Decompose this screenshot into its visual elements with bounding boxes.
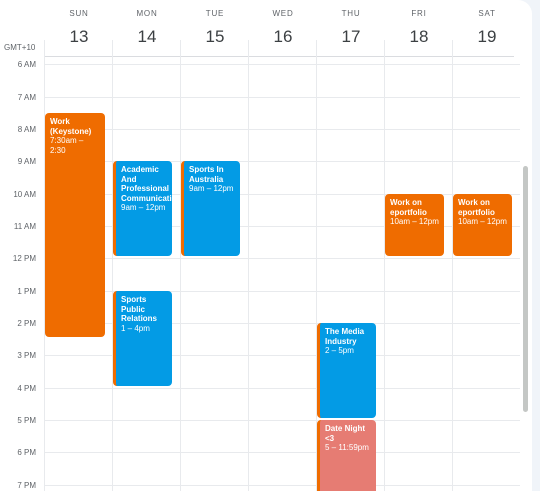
day-number[interactable]: 18 xyxy=(409,27,429,46)
hour-line xyxy=(44,485,520,486)
event-the-media-industry[interactable]: The Media Industry 2 – 5pm xyxy=(317,323,376,418)
event-time: 9am – 12pm xyxy=(189,184,234,193)
day-header-thu[interactable]: THU 17 xyxy=(317,0,385,52)
day-number[interactable]: 13 xyxy=(69,27,89,46)
hour-line xyxy=(44,258,520,259)
hour-label: 7 PM xyxy=(17,481,36,490)
hour-line xyxy=(44,97,520,98)
event-time: 10am – 12pm xyxy=(458,217,507,226)
day-header-tue[interactable]: TUE 15 xyxy=(181,0,249,52)
event-title: Date Night <3 xyxy=(325,424,365,443)
day-number[interactable]: 19 xyxy=(477,27,497,46)
hour-label: 10 AM xyxy=(13,190,36,199)
day-number[interactable]: 17 xyxy=(341,27,361,46)
event-time: 9am – 12pm xyxy=(121,203,166,212)
day-number[interactable]: 14 xyxy=(137,27,157,46)
event-time: 5 – 11:59pm xyxy=(325,443,369,452)
event-sports-in-australia[interactable]: Sports In Australia 9am – 12pm xyxy=(181,161,240,256)
event-sports-public-relations[interactable]: Sports Public Relations 1 – 4pm xyxy=(113,291,172,386)
hour-label: 8 AM xyxy=(17,125,36,134)
event-time: 7:30am – 2:30 xyxy=(50,136,84,155)
event-work-on-eportfolio-fri[interactable]: Work on eportfolio 10am – 12pm xyxy=(385,194,444,256)
hour-line xyxy=(44,388,520,389)
hour-label: 6 PM xyxy=(17,448,36,457)
hour-label: 5 PM xyxy=(17,416,36,425)
event-title: The Media Industry xyxy=(325,327,365,346)
column-divider xyxy=(384,40,385,491)
hour-line xyxy=(44,420,520,421)
hour-label: 3 PM xyxy=(17,351,36,360)
hour-label: 9 AM xyxy=(17,157,36,166)
hour-line xyxy=(44,291,520,292)
hour-line xyxy=(44,194,520,195)
day-header-mon[interactable]: MON 14 xyxy=(113,0,181,52)
column-divider xyxy=(452,40,453,491)
event-academic-professional-communications[interactable]: Academic And Professional Communications… xyxy=(113,161,172,256)
event-time: 10am – 12pm xyxy=(390,217,439,226)
vertical-scrollbar[interactable] xyxy=(523,166,528,412)
hour-line xyxy=(44,64,520,65)
day-number[interactable]: 15 xyxy=(205,27,225,46)
hour-label: 4 PM xyxy=(17,384,36,393)
event-title: Work on eportfolio xyxy=(458,198,495,217)
event-work-keystone[interactable]: Work (Keystone) 7:30am – 2:30 xyxy=(45,113,105,337)
day-header-sun[interactable]: SUN 13 xyxy=(45,0,113,52)
column-divider xyxy=(44,40,45,491)
day-of-week: MON xyxy=(136,9,158,18)
hour-label: 1 PM xyxy=(17,287,36,296)
hour-line xyxy=(44,323,520,324)
column-divider xyxy=(112,40,113,491)
hour-label: 7 AM xyxy=(17,93,36,102)
event-title: Work on eportfolio xyxy=(390,198,427,217)
event-work-on-eportfolio-sat[interactable]: Work on eportfolio 10am – 12pm xyxy=(453,194,512,256)
day-of-week: TUE xyxy=(205,9,225,18)
column-divider xyxy=(316,40,317,491)
day-of-week: THU xyxy=(341,9,361,18)
column-divider xyxy=(248,40,249,491)
hour-line xyxy=(44,355,520,356)
hour-label: 2 PM xyxy=(17,319,36,328)
day-of-week: WED xyxy=(272,9,294,18)
column-divider xyxy=(180,40,181,491)
day-of-week: SUN xyxy=(69,9,89,18)
hour-line xyxy=(44,452,520,453)
event-title: Sports Public Relations xyxy=(121,295,158,323)
event-title: Sports In Australia xyxy=(189,165,224,184)
day-of-week: SAT xyxy=(478,9,496,18)
hour-label: 11 AM xyxy=(13,222,36,231)
hour-label: 6 AM xyxy=(17,60,36,69)
day-header-sat[interactable]: SAT 19 xyxy=(453,0,521,52)
day-header-wed[interactable]: WED 16 xyxy=(249,0,317,52)
hour-line xyxy=(44,226,520,227)
hour-line xyxy=(44,129,520,130)
hour-label: 12 PM xyxy=(12,254,36,263)
day-header-fri[interactable]: FRI 18 xyxy=(385,0,453,52)
event-title: Work (Keystone) xyxy=(50,117,92,136)
hour-line xyxy=(44,161,520,162)
event-time: 1 – 4pm xyxy=(121,323,150,333)
timezone-label: GMT+10 xyxy=(4,43,36,52)
day-of-week: FRI xyxy=(411,9,427,18)
day-number[interactable]: 16 xyxy=(273,27,293,46)
event-time: 2 – 5pm xyxy=(325,346,354,355)
event-date-night[interactable]: Date Night <3 5 – 11:59pm xyxy=(317,420,376,491)
event-title: Academic And Professional Communications xyxy=(121,165,172,203)
header-divider xyxy=(44,56,514,57)
